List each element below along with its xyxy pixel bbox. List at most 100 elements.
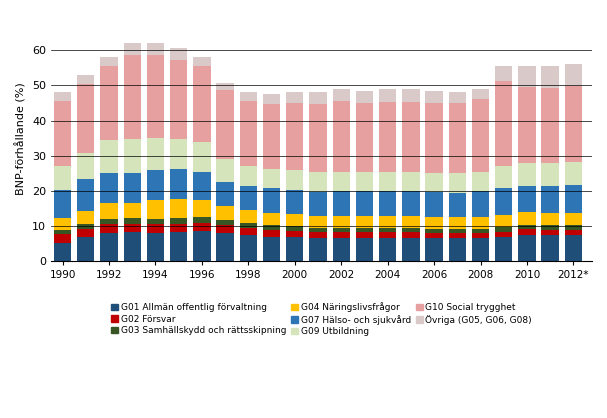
Bar — [472, 89, 489, 99]
Bar — [193, 57, 211, 66]
Bar — [54, 230, 71, 234]
Bar — [100, 219, 118, 224]
Bar — [379, 238, 396, 261]
Bar — [286, 103, 304, 170]
Bar — [123, 203, 141, 218]
Bar — [426, 233, 443, 238]
Bar — [495, 232, 512, 237]
Bar — [472, 171, 489, 191]
Bar — [217, 83, 234, 90]
Bar — [356, 238, 373, 261]
Bar — [54, 92, 71, 100]
Bar — [449, 238, 466, 261]
Bar — [240, 166, 257, 186]
Bar — [402, 228, 419, 232]
Bar — [263, 189, 280, 213]
Bar — [123, 224, 141, 232]
Bar — [147, 170, 164, 200]
Bar — [240, 101, 257, 166]
Bar — [217, 225, 234, 233]
Bar — [449, 173, 466, 193]
Bar — [54, 166, 71, 189]
Bar — [472, 229, 489, 233]
Bar — [170, 60, 188, 139]
Bar — [541, 66, 559, 88]
Bar — [449, 229, 466, 233]
Bar — [100, 233, 118, 261]
Bar — [147, 56, 164, 138]
Bar — [240, 223, 257, 227]
Bar — [356, 232, 373, 238]
Bar — [449, 193, 466, 217]
Bar — [402, 191, 419, 216]
Bar — [310, 172, 327, 191]
Bar — [426, 192, 443, 217]
Bar — [263, 213, 280, 225]
Bar — [379, 102, 396, 172]
Bar — [426, 217, 443, 229]
Bar — [263, 237, 280, 261]
Bar — [541, 229, 559, 235]
Bar — [565, 229, 582, 235]
Bar — [147, 233, 164, 261]
Bar — [240, 92, 257, 101]
Bar — [333, 232, 350, 238]
Bar — [402, 238, 419, 261]
Bar — [123, 55, 141, 139]
Bar — [193, 232, 211, 261]
Bar — [310, 104, 327, 172]
Bar — [100, 173, 118, 203]
Bar — [426, 91, 443, 102]
Bar — [77, 229, 95, 237]
Bar — [240, 227, 257, 235]
Bar — [147, 200, 164, 219]
Bar — [541, 235, 559, 261]
Bar — [356, 228, 373, 232]
Bar — [495, 166, 512, 189]
Bar — [77, 153, 95, 179]
Bar — [193, 142, 211, 171]
Bar — [286, 214, 304, 227]
Bar — [217, 220, 234, 225]
Bar — [402, 172, 419, 191]
Bar — [565, 185, 582, 213]
Bar — [333, 191, 350, 216]
Bar — [356, 216, 373, 228]
Bar — [565, 86, 582, 162]
Bar — [379, 232, 396, 238]
Bar — [217, 206, 234, 220]
Bar — [170, 139, 188, 169]
Bar — [263, 229, 280, 237]
Bar — [240, 209, 257, 223]
Bar — [77, 224, 95, 229]
Bar — [147, 138, 164, 170]
Bar — [356, 91, 373, 103]
Bar — [54, 189, 71, 218]
Bar — [333, 228, 350, 232]
Bar — [193, 223, 211, 232]
Bar — [123, 218, 141, 224]
Bar — [123, 232, 141, 261]
Bar — [263, 94, 280, 104]
Bar — [495, 81, 512, 166]
Bar — [518, 66, 536, 87]
Bar — [495, 215, 512, 227]
Bar — [356, 171, 373, 191]
Bar — [147, 219, 164, 224]
Bar — [449, 103, 466, 173]
Bar — [449, 92, 466, 103]
Bar — [495, 66, 512, 81]
Bar — [402, 232, 419, 238]
Bar — [147, 224, 164, 233]
Bar — [263, 169, 280, 189]
Bar — [310, 238, 327, 261]
Bar — [565, 64, 582, 86]
Bar — [333, 101, 350, 171]
Bar — [100, 140, 118, 173]
Bar — [565, 162, 582, 185]
Bar — [217, 182, 234, 206]
Bar — [193, 66, 211, 142]
Bar — [123, 139, 141, 173]
Bar — [310, 216, 327, 228]
Bar — [333, 171, 350, 191]
